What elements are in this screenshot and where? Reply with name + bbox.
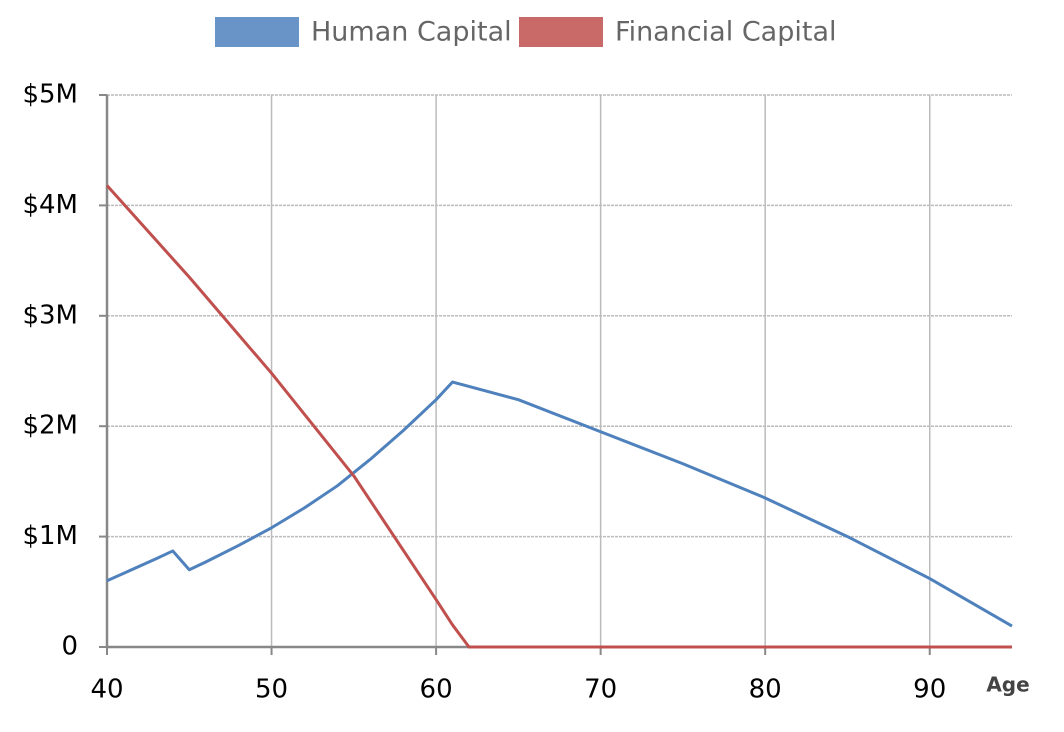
x-tick-label: 40 [90, 675, 123, 705]
x-tick-label: 90 [913, 675, 946, 705]
x-tick-label: 80 [749, 675, 782, 705]
x-tick-label: 60 [420, 675, 453, 705]
legend-swatch [519, 17, 603, 47]
y-tick-label: $3M [22, 300, 78, 330]
legend-label: Human Capital [311, 17, 512, 48]
x-tick-label: 70 [584, 675, 617, 705]
legend-label: Financial Capital [615, 17, 836, 48]
x-tick-label: 50 [255, 675, 288, 705]
y-tick-label: $1M [22, 521, 78, 551]
y-tick-label: $2M [22, 411, 78, 441]
line [106, 380, 1013, 628]
x-axis-label: Age [986, 673, 1029, 697]
line [105, 184, 1012, 649]
y-tick-label: 0 [61, 632, 78, 662]
y-tick-label: $4M [22, 190, 78, 220]
legend-swatch [215, 17, 299, 47]
y-tick-label: $5M [22, 80, 78, 110]
